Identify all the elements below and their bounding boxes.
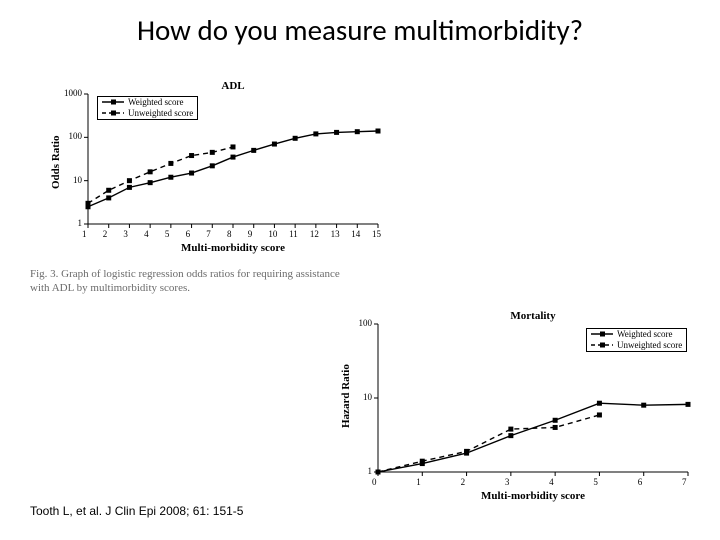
x-tick-label: 3 bbox=[123, 229, 128, 239]
page-title: How do you measure multimorbidity? bbox=[0, 12, 720, 48]
x-tick-label: 6 bbox=[186, 229, 191, 239]
legend-label: Weighted score bbox=[617, 329, 673, 340]
x-tick-label: 14 bbox=[351, 229, 360, 239]
x-tick-label: 6 bbox=[638, 477, 643, 487]
y-tick-label: 10 bbox=[363, 392, 372, 402]
legend-item: Unweighted score bbox=[587, 340, 686, 351]
legend-item: Weighted score bbox=[587, 329, 686, 340]
y-tick-label: 1 bbox=[78, 218, 83, 228]
x-tick-label: 2 bbox=[461, 477, 466, 487]
x-tick-label: 7 bbox=[206, 229, 211, 239]
citation: Tooth L, et al. J Clin Epi 2008; 61: 151… bbox=[30, 504, 243, 518]
x-tick-label: 8 bbox=[227, 229, 232, 239]
legend-label: Unweighted score bbox=[128, 108, 193, 119]
adl-chart: 1234567891011121314151101001000ADLMulti-… bbox=[30, 82, 390, 258]
x-tick-label: 4 bbox=[144, 229, 149, 239]
legend: Weighted scoreUnweighted score bbox=[586, 328, 687, 352]
chart-title: ADL bbox=[88, 80, 378, 92]
y-tick-label: 10 bbox=[73, 175, 82, 185]
legend-swatch-icon bbox=[102, 108, 124, 118]
legend-item: Weighted score bbox=[98, 97, 197, 108]
legend-swatch-icon bbox=[591, 340, 613, 350]
legend-label: Unweighted score bbox=[617, 340, 682, 351]
x-tick-label: 11 bbox=[289, 229, 298, 239]
legend-label: Weighted score bbox=[128, 97, 184, 108]
legend-item: Unweighted score bbox=[98, 108, 197, 119]
x-tick-label: 12 bbox=[310, 229, 319, 239]
x-tick-label: 2 bbox=[103, 229, 108, 239]
y-tick-label: 100 bbox=[69, 131, 83, 141]
x-tick-label: 15 bbox=[372, 229, 381, 239]
y-axis-label: Hazard Ratio bbox=[340, 364, 352, 428]
x-tick-label: 4 bbox=[549, 477, 554, 487]
x-axis-label: Multi-morbidity score bbox=[378, 490, 688, 502]
figure-caption: Fig. 3. Graph of logistic regression odd… bbox=[30, 268, 360, 296]
x-tick-label: 9 bbox=[248, 229, 253, 239]
x-tick-label: 5 bbox=[165, 229, 170, 239]
y-axis-label: Odds Ratio bbox=[50, 136, 62, 190]
x-tick-label: 5 bbox=[593, 477, 598, 487]
legend-swatch-icon bbox=[102, 97, 124, 107]
x-tick-label: 7 bbox=[682, 477, 687, 487]
x-tick-label: 10 bbox=[268, 229, 277, 239]
x-tick-label: 13 bbox=[331, 229, 340, 239]
legend: Weighted scoreUnweighted score bbox=[97, 96, 198, 120]
y-tick-label: 100 bbox=[359, 318, 373, 328]
x-tick-label: 3 bbox=[505, 477, 510, 487]
chart-title: Mortality bbox=[378, 310, 688, 322]
mortality-chart: 01234567110100MortalityMulti-morbidity s… bbox=[330, 310, 710, 510]
y-tick-label: 1 bbox=[368, 466, 373, 476]
x-tick-label: 0 bbox=[372, 477, 377, 487]
x-axis-label: Multi-morbidity score bbox=[88, 242, 378, 254]
legend-swatch-icon bbox=[591, 329, 613, 339]
y-tick-label: 1000 bbox=[64, 88, 82, 98]
x-tick-label: 1 bbox=[82, 229, 87, 239]
x-tick-label: 1 bbox=[416, 477, 421, 487]
